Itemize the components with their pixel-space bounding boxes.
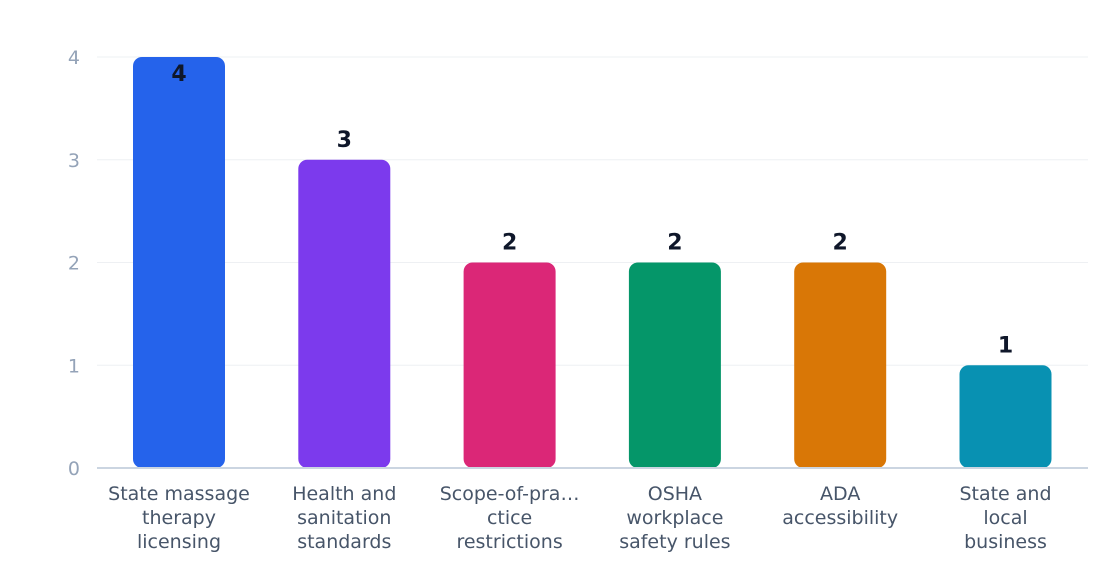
y-tick-label: 4 [68, 47, 80, 69]
bar [794, 262, 887, 468]
data-label: 2 [502, 231, 517, 256]
x-tick-label: sanitation [297, 507, 391, 529]
x-tick-label: local [983, 507, 1027, 529]
bar [133, 57, 225, 468]
gridlines [97, 56, 1088, 366]
data-label: 3 [337, 128, 352, 153]
bar [463, 262, 556, 468]
y-tick-label: 2 [68, 253, 80, 275]
x-tick-label: ADA [820, 483, 860, 505]
x-tick-label: Scope-of-pra… [440, 483, 580, 505]
x-tick-label: accessibility [782, 507, 898, 529]
x-tick-label: therapy [142, 507, 216, 529]
bars [133, 57, 1052, 468]
bar [959, 365, 1052, 468]
x-tick-label: safety rules [619, 531, 730, 553]
x-tick-label: State and [959, 483, 1051, 505]
data-label: 1 [998, 333, 1013, 358]
y-tick-label: 0 [68, 458, 80, 480]
x-tick-label: Health and [292, 483, 396, 505]
data-label: 2 [833, 231, 848, 256]
x-tick-label: restrictions [456, 531, 562, 553]
data-label: 4 [171, 62, 186, 87]
x-tick-label: licensing [137, 531, 221, 553]
data-labels: 4 3 2 2 2 1 [171, 62, 1013, 358]
y-tick-label: 3 [68, 150, 80, 172]
bar [298, 159, 391, 468]
y-axis-ticks: 0 1 2 3 4 [68, 47, 80, 480]
y-tick-label: 1 [68, 355, 80, 377]
data-label: 2 [667, 231, 682, 256]
x-tick-label: ctice [487, 507, 532, 529]
bar [628, 262, 721, 468]
x-tick-label: business [964, 531, 1047, 553]
x-tick-label: OSHA [648, 483, 702, 505]
x-tick-label: State massage [108, 483, 250, 505]
x-tick-label: standards [297, 531, 391, 553]
x-tick-label: workplace [626, 507, 723, 529]
